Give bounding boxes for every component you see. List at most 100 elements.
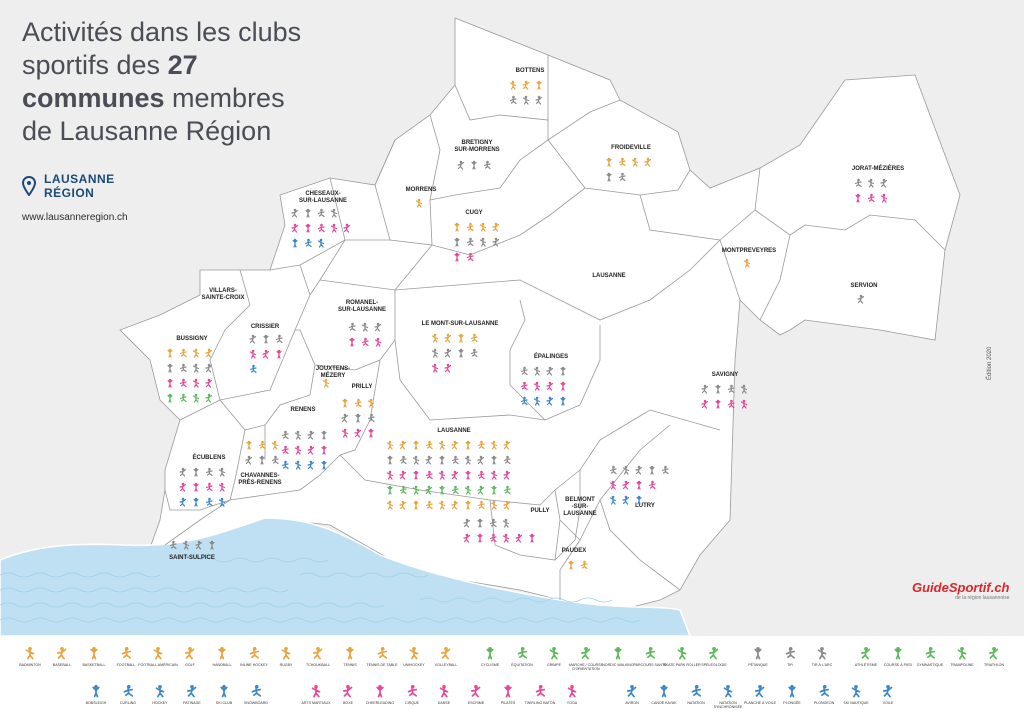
legend-label: PILATES <box>500 701 516 705</box>
legend-item: ATHLÉTISME <box>844 646 888 667</box>
legend-item: CIRQUE <box>390 684 434 705</box>
commune-label[interactable]: LE MONT-SUR-LAUSANNE <box>421 321 499 327</box>
activity-icon <box>399 440 407 450</box>
legend-item: ARTS MARTIAUX <box>294 684 338 705</box>
commune-label[interactable]: SAINT-SULPICE <box>169 555 215 561</box>
activity-icon <box>464 485 472 495</box>
legend-sport-icon <box>567 684 577 698</box>
activity-icon <box>193 467 199 477</box>
activity-icon <box>275 334 283 344</box>
activity-icon <box>509 80 517 90</box>
commune-label[interactable]: PULLY <box>530 508 550 514</box>
activity-icon <box>466 237 474 247</box>
commune-label[interactable]: BRETIGNY SUR-MORRENS <box>454 140 500 153</box>
activity-icon <box>609 480 617 490</box>
commune-label[interactable]: JOUXTENS- MÉZERY <box>315 366 351 379</box>
commune-label[interactable]: CHESEAUX- SUR-LAUSANNE <box>299 191 347 204</box>
legend-label: SKI CLUB <box>215 701 233 705</box>
legend-label: ÉQUITATION <box>511 663 533 667</box>
legend-sport-icon <box>342 684 353 698</box>
activity-icon <box>367 413 375 423</box>
legend-sport-icon <box>155 684 165 698</box>
legend-label: PLANCHE À VOILE <box>744 701 776 705</box>
commune-label[interactable]: JORAT-MÉZIÈRES <box>851 166 905 172</box>
commune-activity-icons <box>321 378 331 390</box>
legend-label: CURLING <box>119 701 137 705</box>
activity-icon <box>855 193 861 203</box>
legend-sport-icon <box>123 684 134 697</box>
activity-icon <box>451 500 459 510</box>
legend-label: VOLLEYBALL <box>434 663 458 667</box>
activity-icon <box>451 470 459 480</box>
commune-label[interactable]: ROMANEL- SUR-LAUSANNE <box>338 300 386 313</box>
commune-label[interactable]: BUSSIGNY <box>176 336 208 342</box>
commune-label[interactable]: FROIDEVILLE <box>611 145 651 151</box>
legend-item: NATATION SYNCHRONISÉE <box>706 684 750 709</box>
activity-icon <box>470 348 478 358</box>
legend-label: MARCHE / COURSE D'ORIENTATION <box>569 663 603 671</box>
activity-icon <box>249 349 257 359</box>
activity-icon <box>439 455 445 465</box>
commune-label[interactable]: BOTTENS <box>515 68 545 74</box>
commune-label[interactable]: CUGY <box>465 210 483 216</box>
activity-icon <box>413 470 419 480</box>
legend-item: PARCOURS SANTÉ <box>628 646 672 667</box>
activity-icon <box>454 252 460 262</box>
legend-sport-icon <box>788 684 796 698</box>
legend-item: NORDIC WALKING <box>596 646 640 667</box>
activity-icon <box>321 430 327 440</box>
legend-sport-icon <box>311 684 321 698</box>
activity-icon <box>317 223 325 233</box>
website-link[interactable]: www.lausanneregion.ch <box>22 212 128 223</box>
activity-icon <box>463 518 471 528</box>
commune-label[interactable]: CHAVANNES- PRÈS-RENENS <box>238 473 282 486</box>
commune-label[interactable]: LAUSANNE <box>592 273 626 279</box>
commune-label[interactable]: PAUDEX <box>561 548 587 554</box>
commune-borders <box>164 55 946 600</box>
legend-sport-icon <box>851 684 861 698</box>
legend-label: YOGA <box>566 701 578 705</box>
activity-icon <box>386 440 394 450</box>
activity-icon <box>622 465 630 475</box>
legend-item: BASKETBALL <box>72 646 116 667</box>
legend-sport-icon <box>409 646 419 660</box>
legend-label: PLONGÉE <box>783 701 801 705</box>
legend-item: SNOWBOARD <box>234 684 278 705</box>
commune-label[interactable]: SAVIGNY <box>711 372 739 378</box>
legend-label: SKI NAUTIQUE <box>843 701 869 705</box>
commune-label[interactable]: LAUSANNE <box>437 428 471 434</box>
activity-icon <box>631 157 639 167</box>
commune-label[interactable]: RENENS <box>290 407 316 413</box>
guidesportif-logo[interactable]: GuideSportif.ch de la région lausannoise <box>912 580 1010 601</box>
activity-icon <box>291 208 299 218</box>
activity-icon <box>490 470 498 480</box>
legend-item: TWIRLING BATON <box>518 684 562 705</box>
activity-icon <box>205 393 213 403</box>
commune-label[interactable]: ÉCUBLENS <box>192 455 226 461</box>
commune-label[interactable]: BELMONT -SUR- LAUSANNE <box>563 497 597 517</box>
legend-sport-icon <box>882 684 893 698</box>
legend-sport-icon <box>645 646 656 659</box>
activity-icon <box>546 396 554 406</box>
commune-label[interactable]: LUTRY <box>635 503 655 509</box>
activity-icon <box>386 500 394 510</box>
activity-icon <box>167 378 173 388</box>
commune-label[interactable]: MORRENS <box>405 187 437 193</box>
activity-icon <box>307 430 315 440</box>
activity-icon <box>367 398 375 408</box>
legend-sport-icon <box>377 646 388 659</box>
legend-sport-icon <box>860 646 871 660</box>
lausanne-region-logo[interactable]: LAUSANNE RÉGION <box>22 172 115 200</box>
commune-label[interactable]: ÉPALINGES <box>533 354 569 360</box>
legend-sport-icon <box>535 684 546 697</box>
legend-item: VOILE <box>866 684 910 705</box>
legend-sport-icon <box>549 646 559 660</box>
commune-label[interactable]: MONTPREVEYRES <box>721 248 777 254</box>
commune-label[interactable]: CRISSIER <box>250 324 280 330</box>
activity-icon <box>444 348 452 358</box>
commune-label[interactable]: PRILLY <box>351 384 373 390</box>
legend-sport-icon <box>925 646 936 659</box>
commune-label[interactable]: VILLARS- SAINTE-CROIX <box>201 288 245 301</box>
activity-icon <box>341 428 349 438</box>
commune-label[interactable]: SERVION <box>850 283 878 289</box>
